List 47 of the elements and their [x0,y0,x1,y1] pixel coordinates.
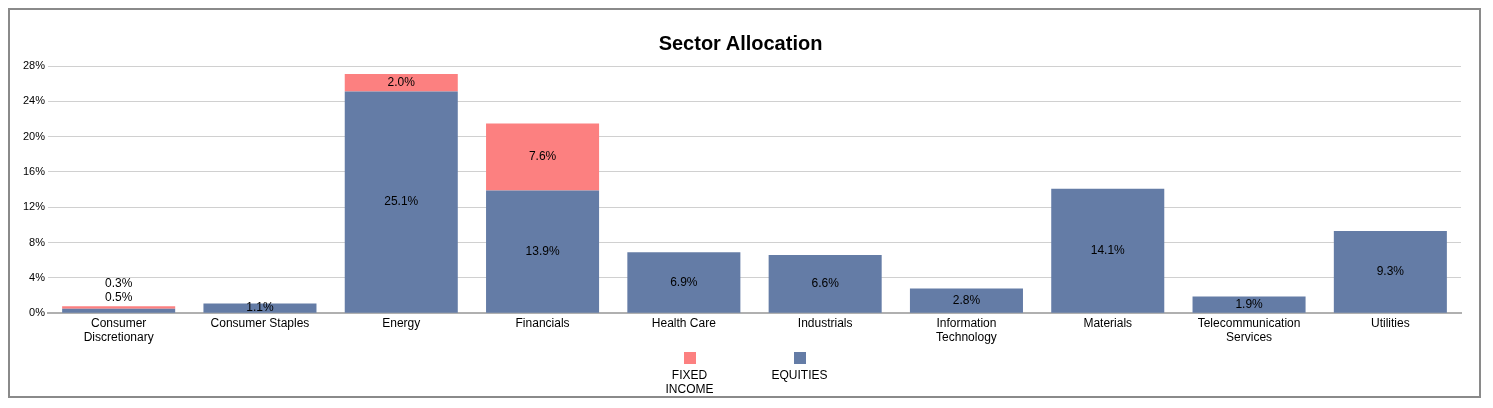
bar [1051,188,1165,313]
x-tick-label: Consumer Staples [210,315,310,330]
data-label: 2.0% [387,75,416,90]
data-label: 7.6% [528,149,557,164]
data-label: 1.1% [246,300,274,315]
data-label: 1.9% [1235,296,1264,311]
x-tick-label: Utilities [1371,315,1410,330]
x-tick-label: Consumer Discretionary [83,315,154,345]
legend-label: FIXED INCOME [664,368,715,396]
data-label: 2.8% [952,292,981,307]
bar [768,254,882,313]
y-tick-label: 8% [29,235,46,248]
y-tick-label: 4% [29,270,46,283]
bar [203,303,317,313]
bar [1192,296,1306,313]
y-tick-label: 0% [29,306,46,319]
data-label: 6.9% [670,274,698,289]
data-label: 13.9% [525,243,560,258]
y-tick-label: 28% [22,59,46,72]
x-tick-label: Financials [515,315,570,330]
bar [344,73,458,92]
bar [486,123,600,191]
legend-label: EQUITIES [771,368,828,382]
bar [486,190,600,313]
x-tick-label: Energy [382,315,421,330]
x-tick-label: Telecommunication Services [1197,315,1301,345]
data-label: 0.5% [104,290,133,305]
x-tick-label: Health Care [651,315,717,330]
y-tick-label: 20% [22,129,46,142]
data-label: 6.6% [811,276,840,291]
data-label: 0.3% [104,276,133,291]
x-tick-label: Materials [1083,315,1133,330]
bar [344,91,458,313]
data-label: 14.1% [1090,243,1126,258]
bar [62,306,176,309]
data-label: 9.3% [1376,264,1405,279]
y-tick-label: 12% [22,200,46,213]
y-tick-label: 16% [22,164,46,177]
chart-title: Sector Allocation [658,31,823,54]
x-tick-label: Information Technology [936,315,997,345]
bar [909,288,1023,313]
data-label: 25.1% [384,194,419,209]
bar [62,308,176,313]
bar [627,252,741,313]
x-tick-label: Industrials [797,315,853,330]
y-tick-label: 24% [22,94,46,107]
bar [1333,231,1447,313]
